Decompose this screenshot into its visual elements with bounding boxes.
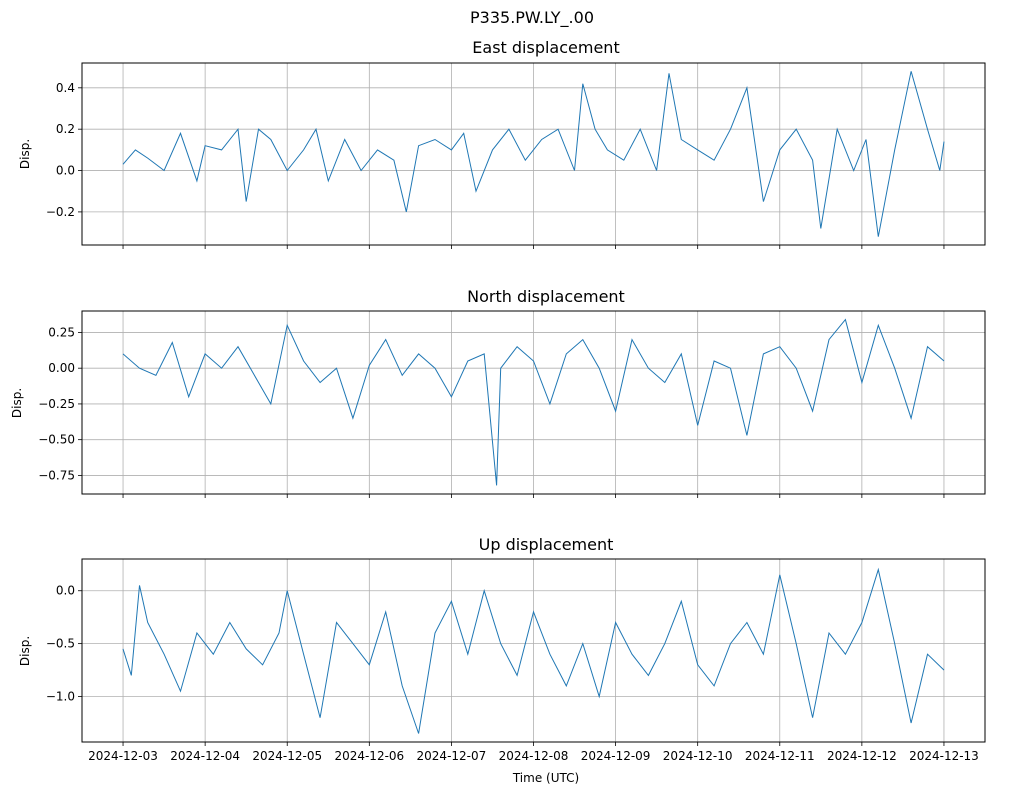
up-y-tick-label: −0.5	[46, 637, 75, 651]
up-panel-title: Up displacement	[479, 535, 614, 554]
up-grid	[82, 559, 985, 742]
up-y-ticks: −1.0 −0.5 0.0	[46, 584, 82, 704]
x-tick-label: 2024-12-08	[499, 749, 569, 763]
x-tick-label: 2024-12-05	[252, 749, 322, 763]
east-series-line	[122, 71, 945, 237]
up-ylabel: Disp.	[18, 636, 32, 666]
x-tick-label: 2024-12-04	[170, 749, 240, 763]
north-series-line	[122, 318, 945, 486]
north-displacement-panel: North displacement Disp. −0.75 −0.50 −0.25…	[10, 287, 986, 498]
up-displacement-panel: Up displacement Disp. −1.0 −0.5 0.0 2024-1…	[18, 535, 986, 763]
north-y-tick-label: −0.25	[38, 397, 75, 411]
east-y-tick-label: 0.4	[56, 81, 75, 95]
north-y-ticks: −0.75 −0.50 −0.25 0.00 0.25	[38, 325, 82, 482]
north-y-tick-label: 0.25	[48, 325, 75, 339]
x-tick-label: 2024-12-06	[334, 749, 404, 763]
up-y-tick-label: 0.0	[56, 584, 75, 598]
x-tick-label: 2024-12-12	[827, 749, 897, 763]
north-axes-frame	[81, 310, 986, 495]
north-panel-title: North displacement	[467, 287, 625, 306]
east-ylabel: Disp.	[18, 139, 32, 169]
east-grid	[82, 63, 985, 245]
east-y-tick-label: 0.2	[56, 122, 75, 136]
figure-title: P335.PW.LY_.00	[470, 8, 594, 28]
x-tick-label: 2024-12-13	[909, 749, 979, 763]
east-y-ticks: −0.2 0.0 0.2 0.4	[46, 81, 82, 219]
east-y-tick-label: 0.0	[56, 164, 75, 178]
east-axes-frame	[81, 62, 986, 246]
north-y-tick-label: 0.00	[48, 361, 75, 375]
north-grid	[82, 311, 985, 494]
east-x-ticks	[122, 245, 945, 249]
north-y-tick-label: −0.75	[38, 468, 75, 482]
east-y-tick-label: −0.2	[46, 205, 75, 219]
x-tick-label: 2024-12-11	[745, 749, 815, 763]
east-panel-title: East displacement	[472, 38, 619, 57]
north-ylabel: Disp.	[10, 388, 24, 418]
x-axis-label: Time (UTC)	[512, 771, 579, 785]
x-tick-label: 2024-12-09	[581, 749, 651, 763]
x-tick-label: 2024-12-07	[417, 749, 487, 763]
up-series-line	[122, 567, 945, 734]
up-y-tick-label: −1.0	[46, 690, 75, 704]
x-tick-label: 2024-12-03	[88, 749, 158, 763]
east-displacement-panel: East displacement Disp. −0.2 0.0 0.2 0.4	[18, 38, 986, 249]
north-x-ticks	[122, 494, 945, 498]
north-y-tick-label: −0.50	[38, 433, 75, 447]
x-tick-label: 2024-12-10	[663, 749, 733, 763]
up-axes-frame	[81, 558, 986, 743]
up-x-ticks: 2024-12-03 2024-12-04 2024-12-05 2024-12-06…	[88, 742, 979, 763]
